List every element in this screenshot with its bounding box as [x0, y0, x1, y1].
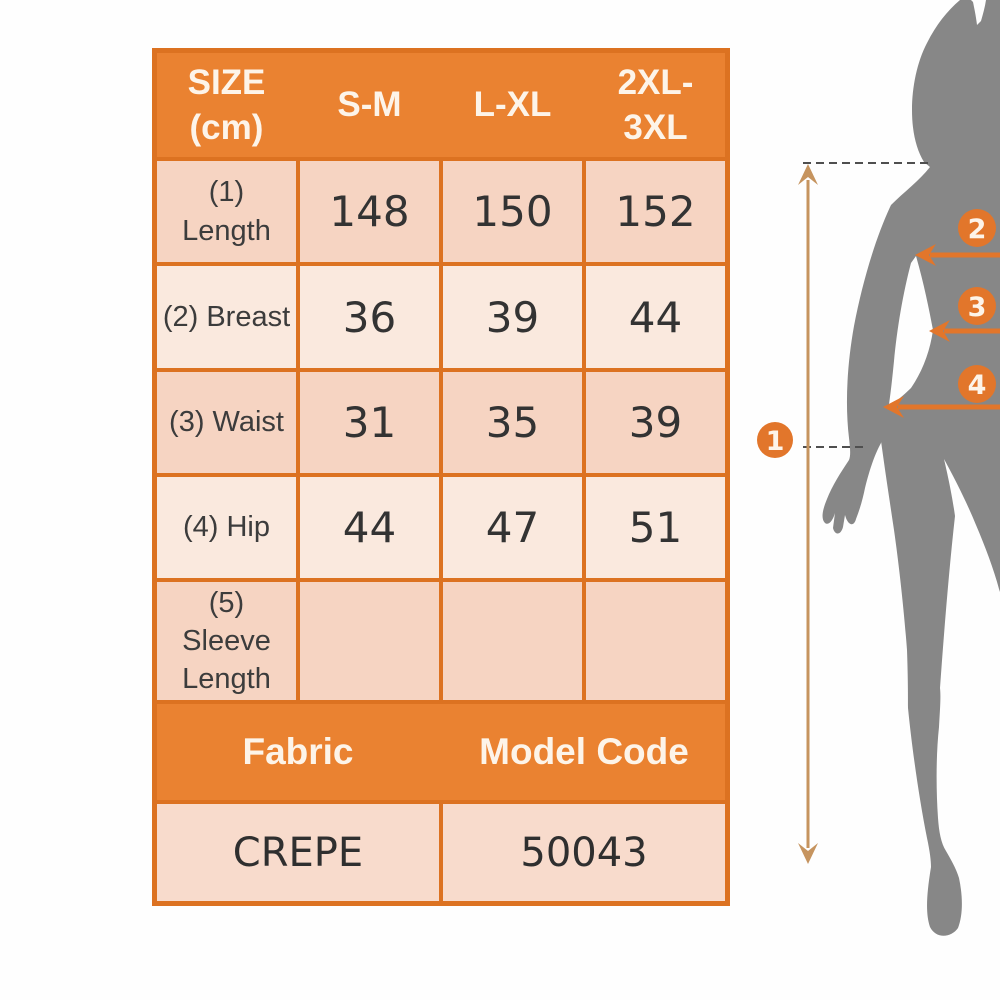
row-label-hip: (4) Hip — [157, 477, 296, 578]
size-table: SIZE (cm) S-M L-XL 2XL- 3XL (1) Length 1… — [152, 48, 730, 906]
arrow-up-icon — [798, 164, 818, 185]
column-header-size: SIZE (cm) — [187, 62, 266, 148]
table-footer-header-row: Fabric Model Code — [157, 704, 725, 800]
row-label-breast: (2) Breast — [157, 266, 296, 368]
fabric-value-cell: CREPE — [157, 804, 439, 901]
marker-2: 2 — [958, 209, 996, 247]
breast-arrow — [915, 244, 1000, 266]
cell-sleeve-lxl — [443, 582, 582, 700]
marker-3: 3 — [958, 287, 996, 325]
cell-waist-lxl: 35 — [443, 372, 582, 473]
column-header-2xl3xl: 2XL- 3XL — [617, 62, 694, 148]
svg-text:1: 1 — [766, 426, 785, 457]
arrow-left-icon — [929, 320, 950, 342]
row-label-length: (1) Length — [157, 161, 296, 262]
cell-breast-lxl: 39 — [443, 266, 582, 368]
svg-text:2: 2 — [968, 214, 987, 245]
measurement-figure: 1 2 3 4 — [757, 0, 1000, 936]
model-code-value-cell: 50043 — [443, 804, 725, 901]
arrow-left-icon — [883, 396, 904, 418]
marker-4: 4 — [958, 365, 996, 403]
svg-text:3: 3 — [968, 292, 987, 323]
hip-arrow — [883, 396, 1000, 418]
waist-arrow — [929, 320, 1000, 342]
cell-hip-sm: 44 — [300, 477, 439, 578]
cell-length-2xl3xl: 152 — [586, 161, 725, 262]
footer-header-fabric: Fabric — [242, 731, 354, 772]
arrow-left-icon — [915, 244, 936, 266]
cell-waist-sm: 31 — [300, 372, 439, 473]
length-arrow — [798, 164, 818, 864]
cell-hip-lxl: 47 — [443, 477, 582, 578]
cell-hip-2xl3xl: 51 — [586, 477, 725, 578]
cell-sleeve-sm — [300, 582, 439, 700]
cell-sleeve-2xl3xl — [586, 582, 725, 700]
cell-breast-sm: 36 — [300, 266, 439, 368]
footer-header-model-code: Model Code — [479, 731, 689, 772]
cell-length-lxl: 150 — [443, 161, 582, 262]
cell-length-sm: 148 — [300, 161, 439, 262]
row-label-waist: (3) Waist — [157, 372, 296, 473]
table-header-row: SIZE (cm) S-M L-XL 2XL- 3XL — [157, 53, 725, 157]
arrow-down-icon — [798, 843, 818, 864]
column-header-sm: S-M — [337, 85, 402, 125]
svg-text:4: 4 — [968, 370, 987, 401]
cell-waist-2xl3xl: 39 — [586, 372, 725, 473]
woman-silhouette — [822, 0, 1000, 936]
cell-breast-2xl3xl: 44 — [586, 266, 725, 368]
row-label-sleeve-length: (5) Sleeve Length — [157, 582, 296, 700]
column-header-lxl: L-XL — [473, 85, 552, 125]
marker-1: 1 — [757, 422, 793, 458]
